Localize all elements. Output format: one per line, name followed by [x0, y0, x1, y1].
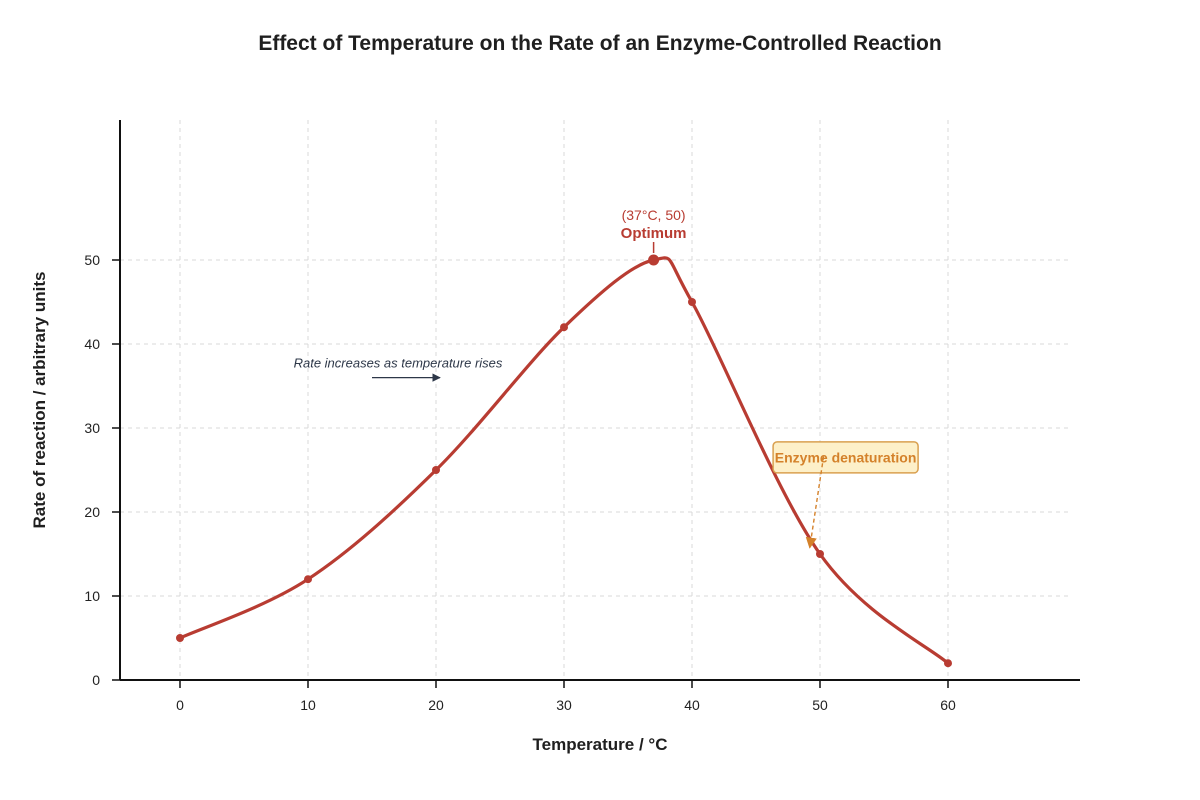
- data-point: [304, 575, 312, 584]
- denaturation-box: [772, 441, 919, 474]
- y-axis-title: Rate of reaction / arbitrary units: [30, 272, 49, 529]
- axes: [119, 120, 1080, 681]
- grid: [120, 120, 1070, 680]
- data-point: [432, 466, 440, 474]
- y-tick-label: 20: [84, 504, 100, 520]
- y-tick-label: 50: [84, 252, 100, 268]
- data-point: [688, 298, 696, 306]
- data-point: [944, 659, 952, 668]
- trend-annotation-text: Rate increases as temperature rises: [294, 356, 503, 371]
- y-tick-label: 30: [84, 420, 100, 436]
- annotations: Optimum (37°C, 50) Rate increases as tempe…: [294, 207, 919, 549]
- x-tick-label: 20: [428, 697, 444, 713]
- data-point: [816, 550, 824, 558]
- y-tick-label: 40: [84, 336, 100, 352]
- optimum-label: Optimum: [621, 225, 687, 242]
- tick-labels: 0 10 20 30 40 50 60 0 10 20 30 40 50: [84, 252, 956, 713]
- denaturation-label: Enzyme denaturation: [775, 449, 917, 465]
- x-tick-label: 40: [684, 697, 700, 713]
- data-point: [176, 634, 184, 642]
- denaturation-arrow: [805, 456, 825, 549]
- x-axis-title: Temperature / °C: [533, 735, 668, 754]
- x-tick-label: 30: [556, 697, 572, 713]
- y-tick-label: 10: [84, 588, 100, 604]
- x-tick-label: 0: [176, 697, 184, 713]
- optimum-point: [648, 254, 660, 266]
- chart-title: Effect of Temperature on the Rate of an …: [258, 32, 941, 55]
- data-point: [560, 323, 568, 332]
- optimum-coordinates: (37°C, 50): [622, 207, 686, 223]
- x-tick-label: 60: [940, 697, 956, 713]
- x-tick-label: 50: [812, 697, 828, 713]
- x-tick-label: 10: [300, 697, 316, 713]
- y-tick-label: 0: [92, 672, 100, 688]
